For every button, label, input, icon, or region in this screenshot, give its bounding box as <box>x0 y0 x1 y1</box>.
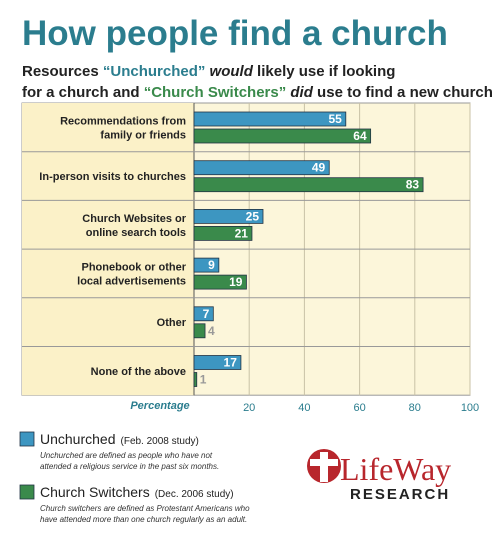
chart-title: How people find a church <box>22 14 448 53</box>
legend-swatch <box>19 484 35 500</box>
logo-icon <box>307 449 341 483</box>
value-label: 17 <box>224 356 238 370</box>
category-label: In-person visits to churches <box>39 171 186 183</box>
subtitle-part: “Church Switchers” <box>144 84 287 101</box>
bar <box>193 306 214 322</box>
legend-name: Church Switchers <box>40 484 150 500</box>
legend-study: (Dec. 2006 study) <box>155 489 234 500</box>
category-label: Other <box>157 317 187 329</box>
value-label: 7 <box>203 307 210 321</box>
bar <box>193 372 198 387</box>
value-label: 83 <box>406 178 420 192</box>
subtitle-part: likely use if looking <box>253 63 396 80</box>
value-label: 1 <box>200 373 207 387</box>
bar <box>193 274 247 290</box>
bar <box>193 111 347 127</box>
subtitle: Resources “Unchurched” would likely use … <box>22 63 395 80</box>
value-label: 4 <box>208 324 215 338</box>
value-label: 64 <box>353 129 367 143</box>
logo-name: LifeWay <box>340 451 451 487</box>
x-tick-label: 100 <box>461 402 479 414</box>
subtitle: for a church and “Church Switchers” did … <box>22 84 493 101</box>
value-label: 55 <box>328 112 342 126</box>
x-tick-label: 60 <box>353 402 365 414</box>
legend-note: Church switchers are defined as Protesta… <box>40 504 250 524</box>
category-label: Recommendations from family or friends <box>60 115 186 141</box>
bar <box>193 208 264 224</box>
logo-sub: RESEARCH <box>350 486 450 503</box>
x-tick-label: 80 <box>409 402 421 414</box>
value-label: 19 <box>229 275 243 289</box>
bar <box>193 257 220 273</box>
subtitle-part: for a church and <box>22 84 144 101</box>
legend-swatch <box>19 431 35 447</box>
bar <box>193 225 253 241</box>
subtitle-part: Resources <box>22 63 103 80</box>
bar <box>193 160 330 176</box>
x-axis-label: Percentage <box>130 400 189 412</box>
category-label: Church Websites or online search tools <box>82 213 186 239</box>
legend-note: Unchurched are defined as people who hav… <box>40 451 219 471</box>
value-label: 9 <box>208 258 215 272</box>
subtitle-part: “Unchurched” <box>103 63 206 80</box>
value-label: 25 <box>246 209 260 223</box>
bar <box>193 128 372 144</box>
bar <box>193 323 206 339</box>
legend-entry: Unchurched (Feb. 2008 study) <box>40 431 199 447</box>
x-tick-label: 40 <box>298 402 310 414</box>
bar <box>193 355 242 370</box>
bar <box>193 177 424 193</box>
legend-entry: Church Switchers (Dec. 2006 study) <box>40 484 234 500</box>
legend-name: Unchurched <box>40 431 116 447</box>
subtitle-part: use to find a new church <box>313 84 493 101</box>
subtitle-part: did <box>286 84 313 101</box>
x-tick-label: 20 <box>243 402 255 414</box>
value-label: 49 <box>312 161 326 175</box>
value-label: 21 <box>235 226 249 240</box>
category-label: None of the above <box>91 366 186 378</box>
subtitle-part: would <box>205 63 253 80</box>
legend-study: (Feb. 2008 study) <box>121 436 199 447</box>
category-label: Phonebook or other local advertisements <box>77 261 187 287</box>
